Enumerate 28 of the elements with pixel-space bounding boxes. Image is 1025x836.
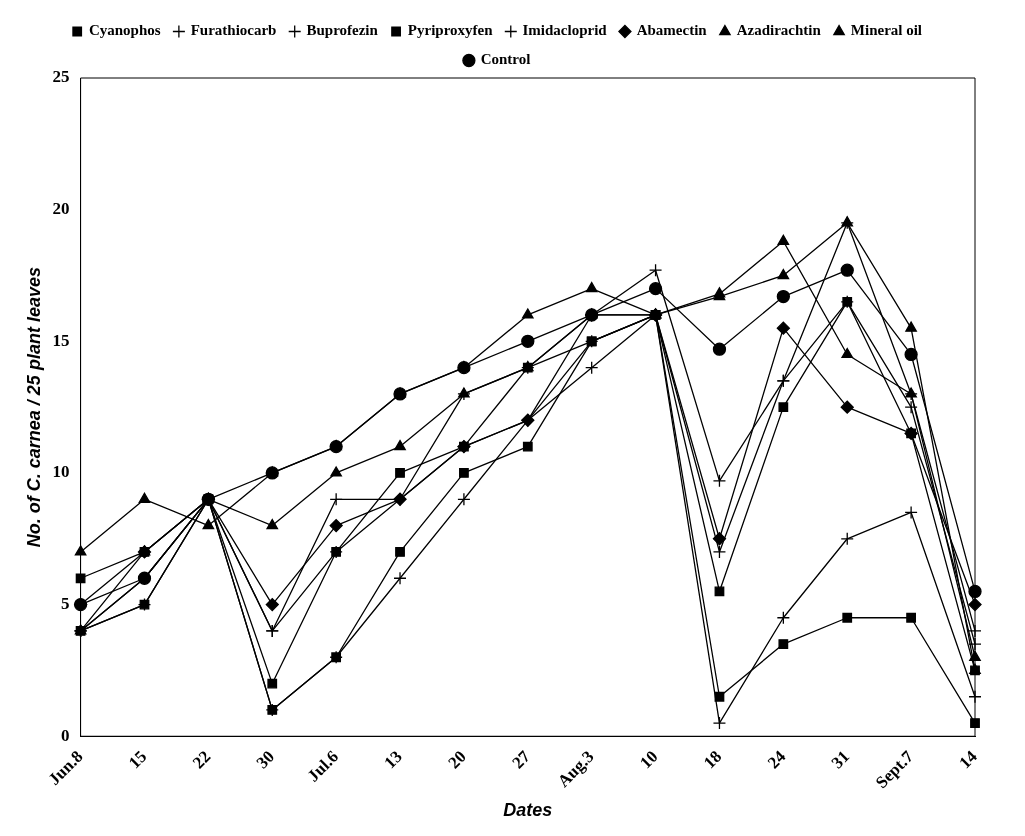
legend-label: Azadirachtin [736,22,822,39]
x-tick-label: 10 [636,746,662,773]
y-tick-label: 5 [61,593,70,613]
x-tick-label: 27 [508,746,535,773]
x-tick-label: 14 [955,746,982,773]
y-tick-label: 15 [52,330,70,350]
y-tick-label: 10 [52,462,70,482]
legend-label: Mineral oil [850,22,923,39]
y-axis-title: No. of C. carnea / 25 plant leaves [23,267,44,548]
legend-label: Imidacloprid [522,22,608,39]
x-tick-label: 31 [827,746,854,773]
y-tick-label: 25 [52,67,70,87]
legend-label: Pyriproxyfen [407,22,494,39]
legend-label: Cyanophos [88,22,161,39]
x-tick-label: 24 [763,746,790,773]
x-tick-label: 30 [252,746,279,773]
x-axis-title: Dates [503,800,553,821]
legend-label: Furathiocarb [190,22,277,39]
x-tick-label: 20 [444,746,470,773]
x-tick-label: 13 [380,746,406,773]
legend-label: Buprofezin [306,22,379,39]
legend-label: Control [480,51,531,68]
y-tick-label: 20 [52,199,70,219]
y-tick-label: 0 [61,725,70,745]
x-tick-label: 18 [699,746,726,773]
x-tick-label: 15 [124,746,151,773]
legend-label: Abamectin [636,22,708,39]
x-tick-label: 22 [188,746,215,773]
